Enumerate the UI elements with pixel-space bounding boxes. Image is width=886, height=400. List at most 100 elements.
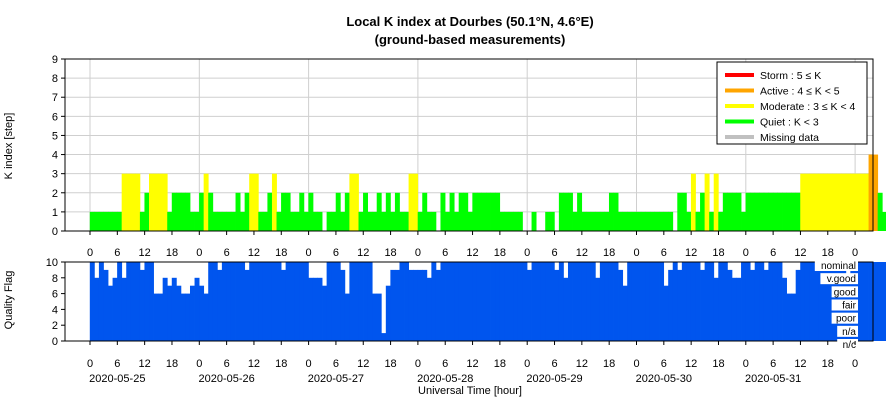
- quality-bar: [399, 262, 405, 341]
- k-xtick-label: 12: [466, 247, 478, 259]
- quality-bar: [631, 262, 637, 341]
- k-bar: [882, 211, 886, 231]
- date-label: 2020-05-28: [417, 373, 473, 385]
- k-index-axis-label: K index [step]: [3, 113, 15, 180]
- k-bar: [590, 211, 596, 231]
- k-bar: [513, 211, 519, 231]
- k-bar: [663, 211, 669, 231]
- k-bar: [353, 173, 359, 231]
- quality-ytick-label: 0: [52, 336, 58, 348]
- k-bar: [203, 173, 209, 231]
- k-bar: [94, 211, 100, 231]
- k-bar: [754, 192, 760, 231]
- k-bar: [253, 173, 259, 231]
- k-bar: [877, 192, 883, 231]
- k-ytick-label: 9: [52, 54, 58, 66]
- k-bar: [394, 192, 400, 231]
- quality-level-label-bg: [831, 299, 858, 311]
- quality-bar: [199, 285, 205, 341]
- quality-bar: [804, 262, 810, 341]
- quality-xtick-label: 18: [603, 358, 615, 370]
- quality-bar: [613, 262, 619, 341]
- k-bar: [417, 211, 423, 231]
- k-xtick-label: 6: [224, 247, 230, 259]
- k-bar: [390, 211, 396, 231]
- k-bar: [823, 173, 828, 231]
- k-bar: [185, 192, 191, 231]
- k-bar: [558, 192, 564, 231]
- k-bar: [299, 192, 305, 231]
- k-xtick-label: 18: [166, 247, 178, 259]
- quality-bar: [372, 293, 378, 341]
- k-bar: [818, 173, 824, 231]
- k-bar: [440, 192, 446, 231]
- k-ytick-label: 5: [52, 130, 58, 142]
- k-xtick-label: 6: [114, 247, 120, 259]
- quality-bar: [513, 262, 519, 341]
- k-bar: [303, 211, 309, 231]
- k-xtick-label: 0: [196, 247, 202, 259]
- k-bar: [199, 192, 205, 231]
- k-bar: [212, 211, 218, 231]
- quality-xtick-label: 6: [770, 358, 776, 370]
- quality-level-label-bg: [814, 260, 858, 271]
- k-bar: [135, 173, 141, 231]
- quality-xtick-label: 6: [224, 358, 230, 370]
- quality-bar: [445, 262, 450, 341]
- k-bar: [864, 173, 869, 231]
- k-bar: [335, 192, 341, 231]
- quality-level-label: n/c: [843, 340, 856, 351]
- k-plot-frame: [64, 58, 874, 232]
- k-xtick-label: 18: [494, 247, 506, 259]
- quality-level-label: good: [834, 287, 856, 298]
- legend-label: Missing data: [760, 132, 819, 144]
- k-bar: [772, 192, 778, 231]
- quality-bar: [827, 262, 833, 341]
- quality-bar: [467, 262, 473, 341]
- quality-bar: [558, 262, 564, 341]
- k-bar: [344, 192, 350, 231]
- quality-bar: [217, 269, 223, 341]
- quality-xtick-label: 12: [685, 358, 697, 370]
- k-bar: [718, 211, 724, 231]
- quality-bar: [499, 262, 505, 341]
- k-bar: [290, 211, 296, 231]
- quality-bar: [344, 293, 350, 341]
- quality-bar: [686, 262, 692, 341]
- quality-bar: [326, 262, 332, 341]
- quality-bar: [672, 262, 678, 341]
- k-bar: [381, 211, 387, 231]
- quality-bar: [677, 269, 683, 341]
- quality-bar: [363, 262, 369, 341]
- k-bar: [777, 192, 783, 231]
- k-bar: [467, 211, 473, 231]
- quality-bar: [791, 293, 797, 341]
- quality-bar: [722, 262, 728, 341]
- k-bar: [408, 173, 414, 231]
- k-bar: [149, 173, 154, 231]
- quality-bar: [654, 262, 660, 341]
- k-bar: [158, 173, 164, 231]
- quality-bar: [381, 333, 387, 341]
- quality-ytick-label: 10: [46, 257, 58, 269]
- k-xtick-label: 12: [685, 247, 697, 259]
- quality-bar: [772, 262, 778, 341]
- quality-ytick-label: 4: [52, 304, 58, 316]
- quality-bar: [659, 262, 665, 341]
- k-bar: [618, 211, 624, 231]
- k-bar: [358, 211, 364, 231]
- k-bar: [722, 192, 728, 231]
- k-bar: [363, 192, 369, 231]
- quality-bar: [809, 262, 815, 341]
- k-xtick-label: 0: [743, 247, 749, 259]
- quality-bar: [859, 262, 865, 341]
- quality-bar: [312, 277, 318, 341]
- legend-label: Storm : 5 ≤ K: [760, 70, 821, 82]
- k-xtick-label: 18: [275, 247, 287, 259]
- k-bar: [162, 173, 168, 231]
- quality-xtick-label: 0: [415, 358, 421, 370]
- k-xtick-label: 18: [712, 247, 724, 259]
- quality-bar: [590, 262, 596, 341]
- quality-xtick-label: 0: [852, 358, 858, 370]
